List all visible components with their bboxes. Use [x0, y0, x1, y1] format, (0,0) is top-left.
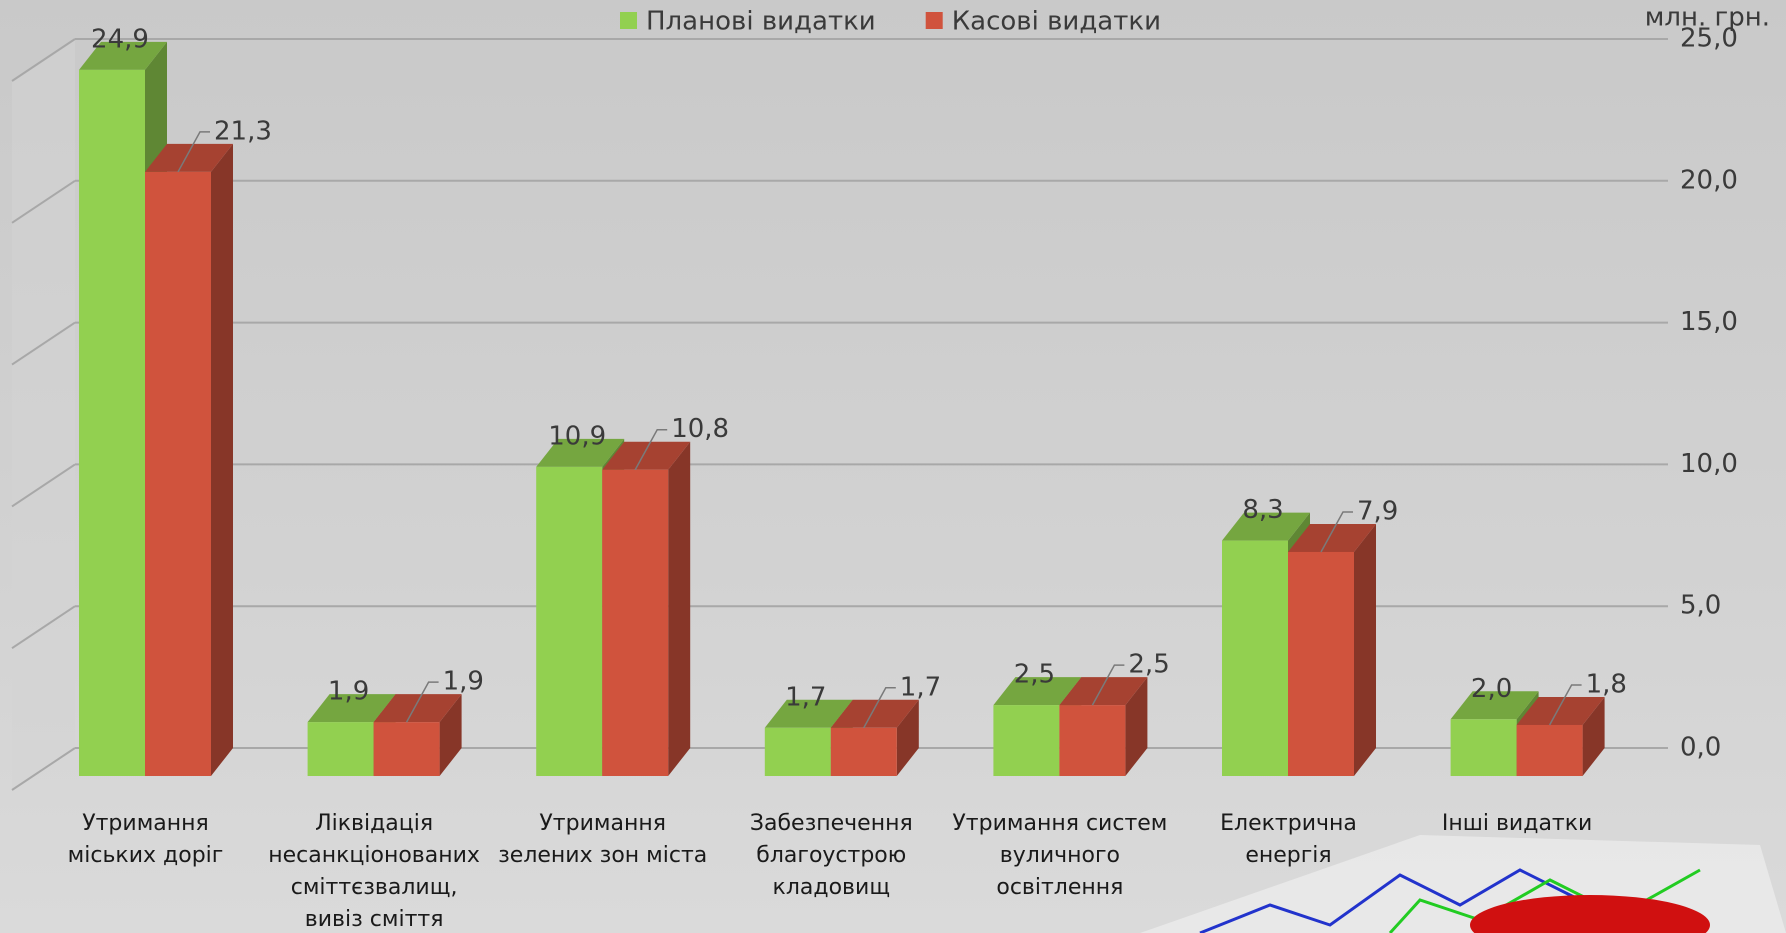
bar [1517, 725, 1583, 776]
data-label: 1,9 [328, 677, 369, 707]
data-label: 7,9 [1357, 496, 1398, 526]
legend-label: Касові видатки [952, 7, 1161, 37]
data-label: 10,8 [671, 414, 729, 444]
legend-label: Планові видатки [646, 7, 876, 37]
bar [536, 467, 602, 776]
x-tick-label: Інші видатки [1410, 808, 1625, 840]
bar [993, 705, 1059, 776]
data-label: 2,0 [1471, 674, 1512, 704]
y-tick-label: 5,0 [1680, 591, 1721, 621]
bar [79, 70, 145, 776]
back-wall [12, 39, 75, 790]
data-label: 21,3 [214, 116, 272, 146]
y-tick-label: 0,0 [1680, 733, 1721, 763]
x-tick-label: Ліквідація несанкціонованих сміттєзвалищ… [267, 808, 482, 933]
x-tick-label: Електрична енергія [1181, 808, 1396, 872]
data-label: 10,9 [548, 421, 606, 451]
x-tick-label: Утримання зелених зон міста [495, 808, 710, 872]
bar [308, 722, 374, 776]
bar [1288, 552, 1354, 776]
data-label: 8,3 [1242, 495, 1283, 525]
data-label: 1,8 [1586, 669, 1627, 699]
bar [1451, 719, 1517, 776]
bar [145, 172, 211, 776]
y-tick-label: 25,0 [1680, 24, 1738, 54]
x-tick-label: Утримання систем вуличного освітлення [952, 808, 1167, 904]
x-tick-label: Утримання міських доріг [38, 808, 253, 872]
data-label: 24,9 [91, 24, 149, 54]
bar-side [1354, 524, 1376, 776]
legend-swatch [926, 12, 943, 29]
legend-swatch [620, 12, 637, 29]
bar [1222, 541, 1288, 776]
data-label: 1,7 [785, 682, 826, 712]
data-label: 1,9 [443, 667, 484, 697]
x-tick-label: Забезпечення благоустрою кладовищ [724, 808, 939, 904]
y-tick-label: 10,0 [1680, 449, 1738, 479]
data-label: 2,5 [1128, 650, 1169, 680]
data-label: 1,7 [900, 672, 941, 702]
bar [765, 728, 831, 776]
y-tick-label: 20,0 [1680, 165, 1738, 195]
bar [831, 728, 897, 776]
bar-side [211, 144, 233, 776]
bar [374, 722, 440, 776]
bar [1059, 705, 1125, 776]
bar [602, 470, 668, 776]
chart: млн. грн. 0,05,010,015,020,025,0Планові … [0, 0, 1786, 933]
data-label: 2,5 [1014, 660, 1055, 690]
bar-side [668, 442, 690, 776]
slide: млн. грн. 0,05,010,015,020,025,0Планові … [0, 0, 1786, 933]
y-tick-label: 15,0 [1680, 307, 1738, 337]
